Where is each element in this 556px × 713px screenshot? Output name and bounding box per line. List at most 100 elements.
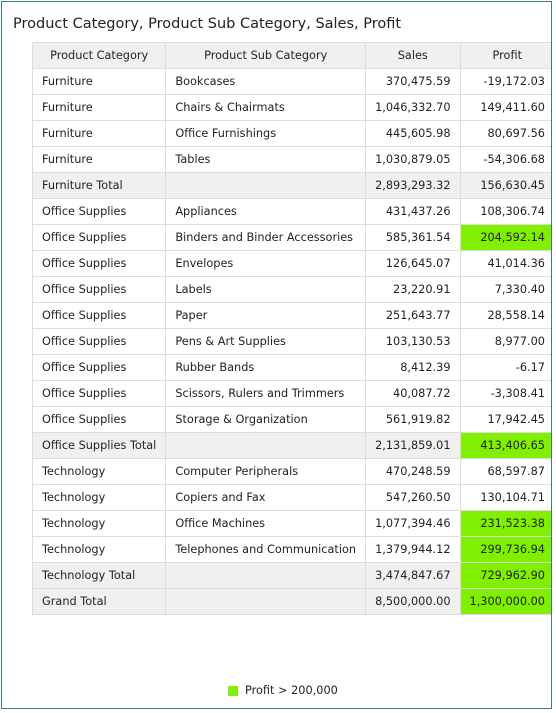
category-cell: Technology [31,536,167,563]
category-cell: Office Supplies [31,354,167,381]
profit-cell: 729,962.90 [459,562,551,589]
table-row: Office Supplies Envelopes 126,645.07 41,014… [31,250,551,277]
sub-category-cell: Pens & Art Supplies [165,328,367,355]
profit-cell: 204,592.14 [459,224,551,251]
sub-category-cell: Copiers and Fax [165,484,367,511]
profit-cell: 17,942.45 [459,406,551,433]
sub-category-cell: Computer Peripherals [165,458,367,485]
header-row: Product Category Product Sub Category Sa… [31,42,551,69]
profit-cell: 80,697.56 [459,120,551,147]
sales-cell: 2,893,293.32 [365,172,461,199]
sub-category-cell: Appliances [165,198,367,225]
profit-cell: 28,558.14 [459,302,551,329]
table-row: Office Supplies Paper 251,643.77 28,558.14 [31,302,551,329]
category-cell: Office Supplies [31,380,167,407]
category-cell: Technology [31,510,167,537]
profit-cell: -54,306.68 [459,146,551,173]
sub-category-cell: Scissors, Rulers and Trimmers [165,380,367,407]
table-row: Furniture Total 2,893,293.32 156,630.45 [31,172,551,199]
category-cell: Furniture [31,146,167,173]
category-cell: Technology [31,484,167,511]
profit-cell: 156,630.45 [459,172,551,199]
profit-cell: 7,330.40 [459,276,551,303]
category-cell: Office Supplies [31,198,167,225]
sub-category-cell: Envelopes [165,250,367,277]
sub-category-cell: Tables [165,146,367,173]
sub-category-cell [165,562,367,589]
table-row: Office Supplies Rubber Bands 8,412.39 -6.17 [31,354,551,381]
sales-cell: 40,087.72 [365,380,461,407]
sales-cell: 2,131,859.01 [365,432,461,459]
sub-category-cell: Storage & Organization [165,406,367,433]
table-row: Office Supplies Pens & Art Supplies 103,13… [31,328,551,355]
profit-cell: -19,172.03 [459,68,551,95]
table-row: Furniture Tables 1,030,879.05 -54,306.68 [31,146,551,173]
header-cell: Product Sub Category [165,42,367,69]
view-title: Product Category, Product Sub Category, … [13,16,402,32]
category-cell: Office Supplies [31,302,167,329]
table-row: Technology Copiers and Fax 547,260.50 130,1… [31,484,551,511]
table-row: Office Supplies Storage & Organization 561… [31,406,551,433]
table-row: Office Supplies Appliances 431,437.26 108,3… [31,198,551,225]
pivot-table: Product Category Product Sub Category Sa… [31,42,551,615]
profit-cell: 8,977.00 [459,328,551,355]
header-cell: Product Category [31,42,167,69]
profit-cell: 231,523.38 [459,510,551,537]
category-cell: Furniture [31,68,167,95]
category-cell: Technology Total [31,562,167,589]
sub-category-cell: Binders and Binder Accessories [165,224,367,251]
category-cell: Furniture Total [31,172,167,199]
sales-cell: 126,645.07 [365,250,461,277]
profit-cell: 149,411.60 [459,94,551,121]
header-cell: Sales [365,42,461,69]
sales-cell: 23,220.91 [365,276,461,303]
sales-cell: 103,130.53 [365,328,461,355]
table-row: Office Supplies Binders and Binder Access… [31,224,551,251]
table-row: Grand Total 8,500,000.00 1,300,000.00 [31,588,551,615]
table-row: Furniture Bookcases 370,475.59 -19,172.03 [31,68,551,95]
sub-category-cell: Rubber Bands [165,354,367,381]
table-row: Technology Computer Peripherals 470,248.59… [31,458,551,485]
table-row: Furniture Office Furnishings 445,605.98 80,… [31,120,551,147]
category-cell: Furniture [31,94,167,121]
sales-cell: 3,474,847.67 [365,562,461,589]
header-cell: Profit [459,42,551,69]
sub-category-cell [165,172,367,199]
sales-cell: 470,248.59 [365,458,461,485]
sales-cell: 370,475.59 [365,68,461,95]
sales-cell: 431,437.26 [365,198,461,225]
sales-cell: 8,412.39 [365,354,461,381]
profit-cell: -3,308.41 [459,380,551,407]
profit-cell: 108,306.74 [459,198,551,225]
sub-category-cell [165,432,367,459]
sales-cell: 251,643.77 [365,302,461,329]
category-cell: Office Supplies [31,406,167,433]
category-cell: Office Supplies [31,328,167,355]
sub-category-cell [165,588,367,615]
profit-cell: 1,300,000.00 [459,588,551,615]
category-cell: Office Supplies Total [31,432,167,459]
sub-category-cell: Office Machines [165,510,367,537]
profit-cell: 413,406.65 [459,432,551,459]
sub-category-cell: Labels [165,276,367,303]
category-cell: Office Supplies [31,224,167,251]
sales-cell: 1,077,394.46 [365,510,461,537]
table-body: Furniture Bookcases 370,475.59 -19,172.03 Fu… [31,68,551,615]
sales-cell: 561,919.82 [365,406,461,433]
sub-category-cell: Telephones and Communication [165,536,367,563]
sub-category-cell: Office Furnishings [165,120,367,147]
sub-category-cell: Bookcases [165,68,367,95]
sales-cell: 585,361.54 [365,224,461,251]
table-row: Technology Telephones and Communication 1,… [31,536,551,563]
profit-cell: -6.17 [459,354,551,381]
category-cell: Grand Total [31,588,167,615]
table-row: Office Supplies Scissors, Rulers and Trim… [31,380,551,407]
profit-cell: 299,736.94 [459,536,551,563]
sales-cell: 8,500,000.00 [365,588,461,615]
profit-cell: 41,014.36 [459,250,551,277]
category-cell: Office Supplies [31,276,167,303]
table-row: Technology Total 3,474,847.67 729,962.90 [31,562,551,589]
category-cell: Furniture [31,120,167,147]
legend-label: Profit > 200,000 [245,684,338,697]
